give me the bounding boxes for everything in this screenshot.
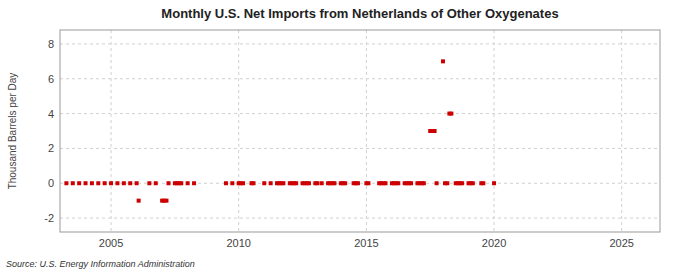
y-tick-label: 8 (48, 38, 54, 50)
tick-labels: -2 0 2 4 6 8 2005 2010 2015 2020 2025 (44, 38, 634, 249)
point (396, 181, 400, 185)
point (167, 181, 171, 185)
point (269, 181, 273, 185)
point (122, 181, 126, 185)
y-tick-label: 4 (48, 108, 54, 120)
point (332, 181, 336, 185)
point (343, 181, 347, 185)
point (90, 181, 94, 185)
point (492, 181, 496, 185)
point (147, 181, 151, 185)
source-note: Source: U.S. Energy Information Administ… (6, 259, 195, 269)
title: Monthly U.S. Net Imports from Netherland… (161, 6, 558, 21)
point (356, 181, 360, 185)
point (179, 181, 183, 185)
point (84, 181, 88, 185)
point (137, 199, 141, 203)
point (241, 181, 245, 185)
x-tick-label: 2020 (482, 237, 506, 249)
grid-line (238, 30, 239, 232)
point (460, 181, 464, 185)
point (471, 181, 475, 185)
x-tick-label: 2010 (226, 237, 250, 249)
plot-area (60, 30, 660, 232)
point (115, 181, 119, 185)
point (135, 181, 139, 185)
point (71, 181, 75, 185)
point (481, 181, 485, 185)
point (77, 181, 81, 185)
x-tick-label: 2005 (99, 237, 123, 249)
y-tick-label: 6 (48, 73, 54, 85)
point (441, 59, 445, 63)
point (252, 181, 256, 185)
point (315, 181, 319, 185)
point (109, 181, 113, 185)
grid-line (60, 78, 660, 79)
point (409, 181, 413, 185)
point (186, 181, 190, 185)
grid (60, 30, 660, 232)
grid-line (494, 30, 495, 232)
grid-line (621, 30, 622, 232)
y-axis-label: Thousand Barrels per Day (7, 73, 18, 190)
grid-line (60, 218, 660, 219)
grid-line (111, 30, 112, 232)
point (435, 181, 439, 185)
point (384, 181, 388, 185)
point (262, 181, 266, 185)
grid-line (60, 43, 660, 44)
point (422, 181, 426, 185)
point (154, 181, 158, 185)
point (128, 181, 132, 185)
point (224, 181, 228, 185)
chart: -2 0 2 4 6 8 2005 2010 2015 2020 2025 Monthly U.S. … (0, 0, 675, 275)
point (192, 181, 196, 185)
y-tick-label: -2 (44, 212, 54, 224)
y-tick-label: 2 (48, 142, 54, 154)
point (449, 112, 453, 116)
point (433, 129, 437, 133)
point (64, 181, 68, 185)
plot-frame (60, 30, 660, 232)
point (96, 181, 100, 185)
point (294, 181, 298, 185)
grid-line (366, 30, 367, 232)
point (230, 181, 234, 185)
point (103, 181, 107, 185)
point (307, 181, 311, 185)
points (64, 59, 496, 202)
y-tick-label: 0 (48, 177, 54, 189)
x-tick-label: 2015 (354, 237, 378, 249)
point (366, 181, 370, 185)
point (320, 181, 324, 185)
x-tick-label: 2025 (609, 237, 633, 249)
point (445, 181, 449, 185)
grid-line (60, 113, 660, 114)
point (164, 199, 168, 203)
point (281, 181, 285, 185)
grid-line (60, 148, 660, 149)
